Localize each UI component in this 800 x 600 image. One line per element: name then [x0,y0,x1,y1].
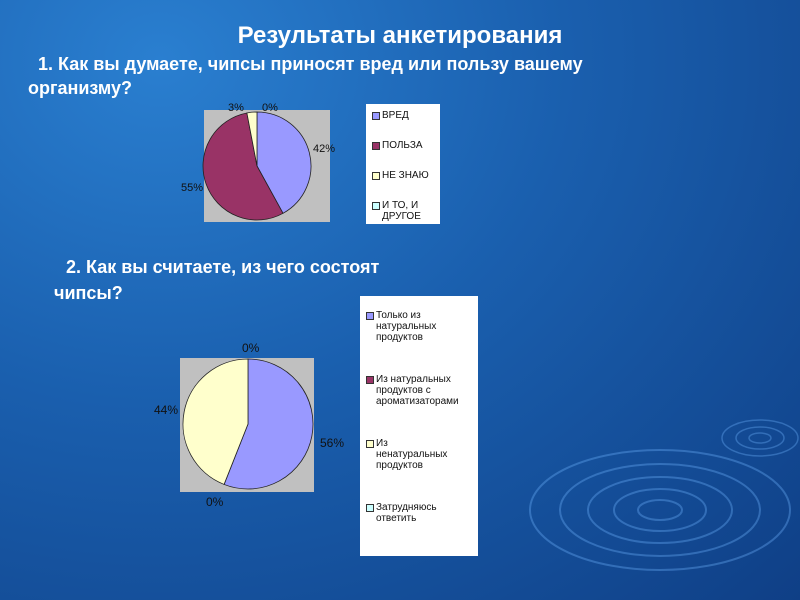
chart-2-data-label-3: 44% [154,403,179,417]
question-1: 1. Как вы думаете, чипсы приносят вред и… [28,52,688,100]
chart-2-legend: Только из натуральных продуктов Из натурал… [360,296,478,556]
question-1-line-2: организму? [28,78,133,98]
slide-title: Результаты анкетирования [237,22,563,49]
chart-2-plot-area [180,358,314,492]
ripple-decoration [529,419,799,571]
chart-1-data-label-1: 42% [313,143,336,155]
chart-2-data-label-1: 56% [320,436,345,450]
question-2: 2. Как вы считаете, из чего состоят чипс… [54,254,454,306]
question-1-line-1: 1. Как вы думаете, чипсы приносят вред и… [38,54,583,74]
chart-1-data-label-4: 0% [262,102,278,114]
chart-2-data-label-4: 0% [206,495,224,509]
chart-1-legend: ВРЕД ПОЛЬЗА НЕ ЗНАЮ И ТО, И ДРУГОЕ [366,104,440,224]
chart-2-data-label-2: 0% [242,341,260,355]
question-2-line-1: 2. Как вы считаете, из чего состоят [66,257,380,277]
chart-1-data-label-3: 3% [228,102,244,114]
question-2-line-2: чипсы? [54,283,123,303]
chart-1-plot-area [204,110,330,222]
chart-1-data-label-2: 55% [181,182,204,194]
